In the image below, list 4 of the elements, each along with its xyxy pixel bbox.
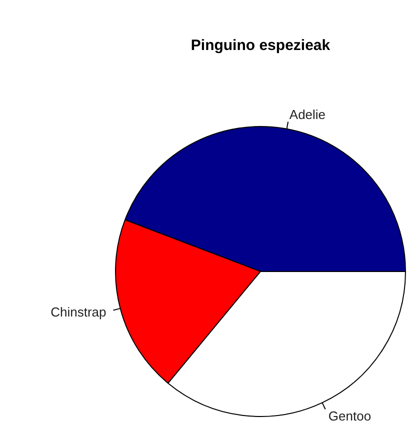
slice-label: Adelie — [289, 107, 326, 122]
chart-title: Pinguino espezieak — [190, 37, 331, 54]
slice-label: Chinstrap — [50, 304, 106, 320]
slice-label: Gentoo — [328, 408, 372, 424]
